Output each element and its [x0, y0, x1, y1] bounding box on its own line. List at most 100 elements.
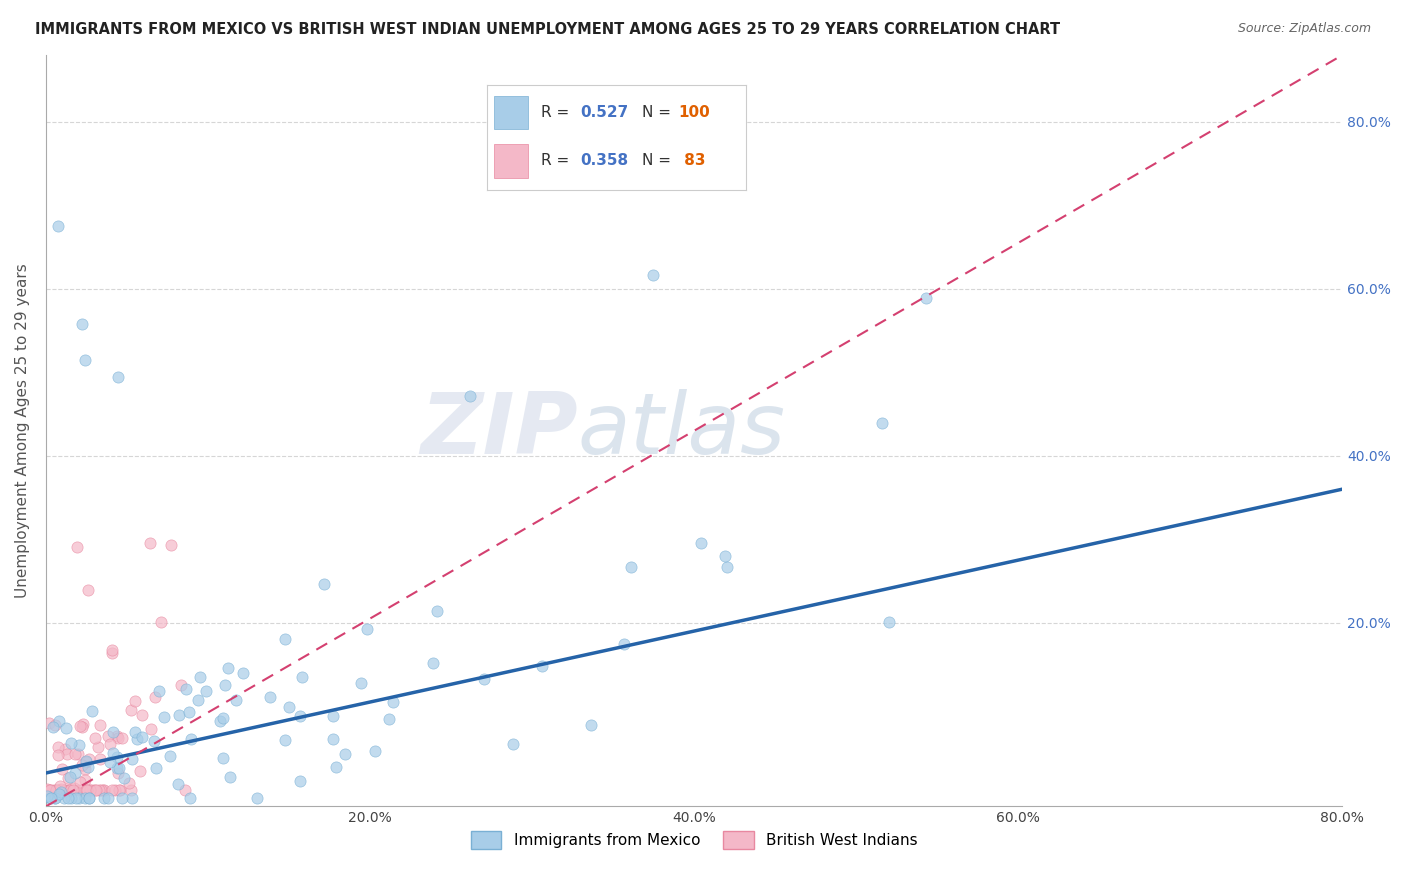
Point [232, 665, 254, 680]
Point [214, 678, 236, 692]
Point [46, 739, 69, 754]
Point [530, 658, 553, 673]
Point [120, 782, 142, 797]
Point [59, 737, 82, 751]
Point [46, 219, 69, 233]
Point [273, 632, 295, 646]
Point [48, 787, 70, 801]
Point [53, 791, 76, 805]
Point [48, 714, 70, 728]
Point [378, 712, 401, 726]
Point [55, 742, 77, 756]
Point [89, 752, 111, 766]
Point [46, 748, 69, 763]
Point [107, 766, 129, 780]
Point [877, 615, 900, 629]
Point [209, 714, 232, 728]
Point [49, 782, 72, 797]
Point [79, 782, 101, 797]
Point [76, 782, 98, 797]
Point [127, 731, 149, 746]
Point [350, 676, 373, 690]
Point [107, 370, 129, 384]
Point [98, 737, 121, 751]
Point [70, 782, 93, 797]
Point [69, 719, 91, 733]
Point [49, 785, 72, 799]
Point [105, 750, 128, 764]
Point [67, 782, 90, 797]
Point [111, 791, 134, 805]
Point [75, 754, 97, 768]
Point [77, 751, 100, 765]
Point [176, 681, 198, 696]
Point [426, 604, 449, 618]
Point [107, 731, 129, 745]
Point [121, 791, 143, 805]
Point [167, 708, 190, 723]
Point [274, 733, 297, 747]
Point [39, 791, 62, 805]
Point [107, 729, 129, 743]
Point [690, 536, 713, 550]
Point [714, 549, 737, 564]
Point [422, 656, 444, 670]
Point [44, 791, 66, 805]
Point [91, 782, 114, 797]
Point [458, 389, 481, 403]
Point [55, 721, 77, 735]
Point [53, 782, 76, 797]
Point [167, 777, 190, 791]
Point [502, 737, 524, 751]
Point [112, 771, 135, 785]
Point [325, 760, 347, 774]
Point [77, 760, 100, 774]
Point [291, 670, 314, 684]
Point [87, 739, 110, 754]
Point [314, 576, 336, 591]
Point [179, 791, 201, 805]
Point [145, 761, 167, 775]
Point [79, 791, 101, 805]
Text: IMMIGRANTS FROM MEXICO VS BRITISH WEST INDIAN UNEMPLOYMENT AMONG AGES 25 TO 29 Y: IMMIGRANTS FROM MEXICO VS BRITISH WEST I… [35, 22, 1060, 37]
Point [38, 716, 60, 731]
Point [89, 718, 111, 732]
Point [101, 643, 124, 657]
Point [124, 725, 146, 739]
Point [73, 791, 96, 805]
Point [217, 661, 239, 675]
Point [82, 782, 104, 797]
Point [93, 791, 115, 805]
Point [131, 707, 153, 722]
Point [66, 747, 89, 761]
Point [225, 693, 247, 707]
Point [219, 770, 242, 784]
Point [38, 782, 60, 797]
Point [75, 782, 97, 797]
Point [67, 738, 90, 752]
Point [105, 761, 128, 775]
Point [58, 782, 80, 797]
Point [77, 582, 100, 597]
Point [82, 704, 104, 718]
Point [35, 789, 58, 803]
Point [174, 782, 197, 797]
Point [170, 678, 193, 692]
Point [100, 646, 122, 660]
Point [45, 782, 67, 797]
Point [75, 763, 97, 777]
Point [97, 729, 120, 743]
Point [153, 710, 176, 724]
Point [49, 782, 72, 797]
Point [118, 776, 141, 790]
Point [77, 791, 100, 805]
Point [111, 731, 134, 746]
Point [51, 762, 73, 776]
Point [56, 772, 79, 786]
Text: atlas: atlas [578, 389, 786, 472]
Point [72, 720, 94, 734]
Point [143, 690, 166, 704]
Point [58, 782, 80, 797]
Point [246, 791, 269, 805]
Point [322, 732, 344, 747]
